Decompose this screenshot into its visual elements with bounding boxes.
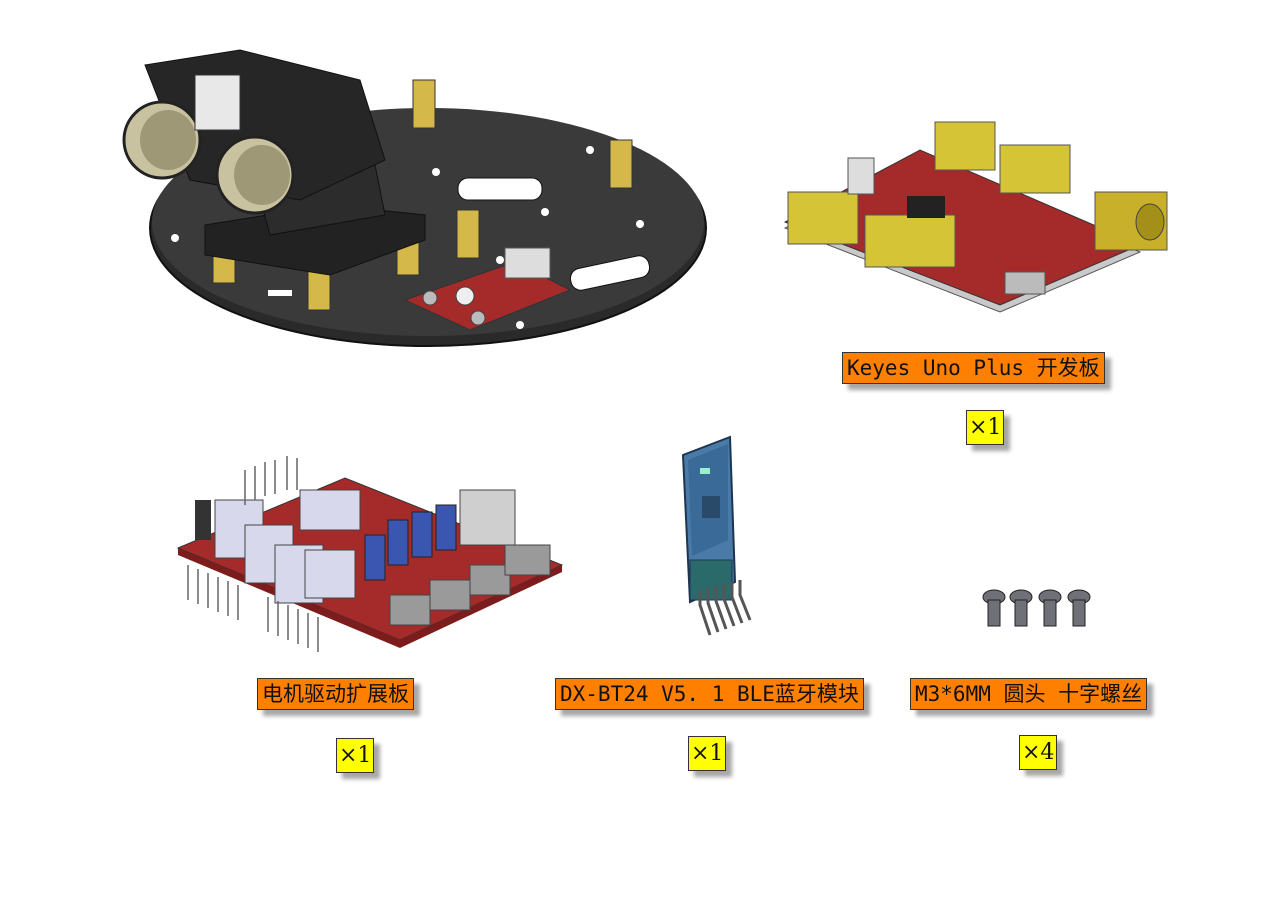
ble-module-label: DX-BT24 V5. 1 BLE蓝牙模块 — [555, 678, 864, 710]
motor-driver-label: 电机驱动扩展板 — [257, 678, 414, 710]
screws-label: M3*6MM 圆头 十字螺丝 — [910, 678, 1148, 710]
uno-board-illustration — [783, 121, 1168, 313]
motor-driver-illustration — [176, 456, 564, 652]
robot-chassis-illustration — [122, 49, 707, 347]
uno-board-quantity: ×1 — [966, 410, 1005, 445]
motor-driver-quantity: ×1 — [336, 738, 375, 773]
screws-quantity: ×4 — [1019, 735, 1058, 770]
ble-module-illustration — [681, 435, 752, 636]
uno-board-label: Keyes Uno Plus 开发板 — [842, 352, 1105, 384]
ble-module-quantity: ×1 — [688, 736, 727, 771]
screws-illustration — [982, 589, 1091, 627]
